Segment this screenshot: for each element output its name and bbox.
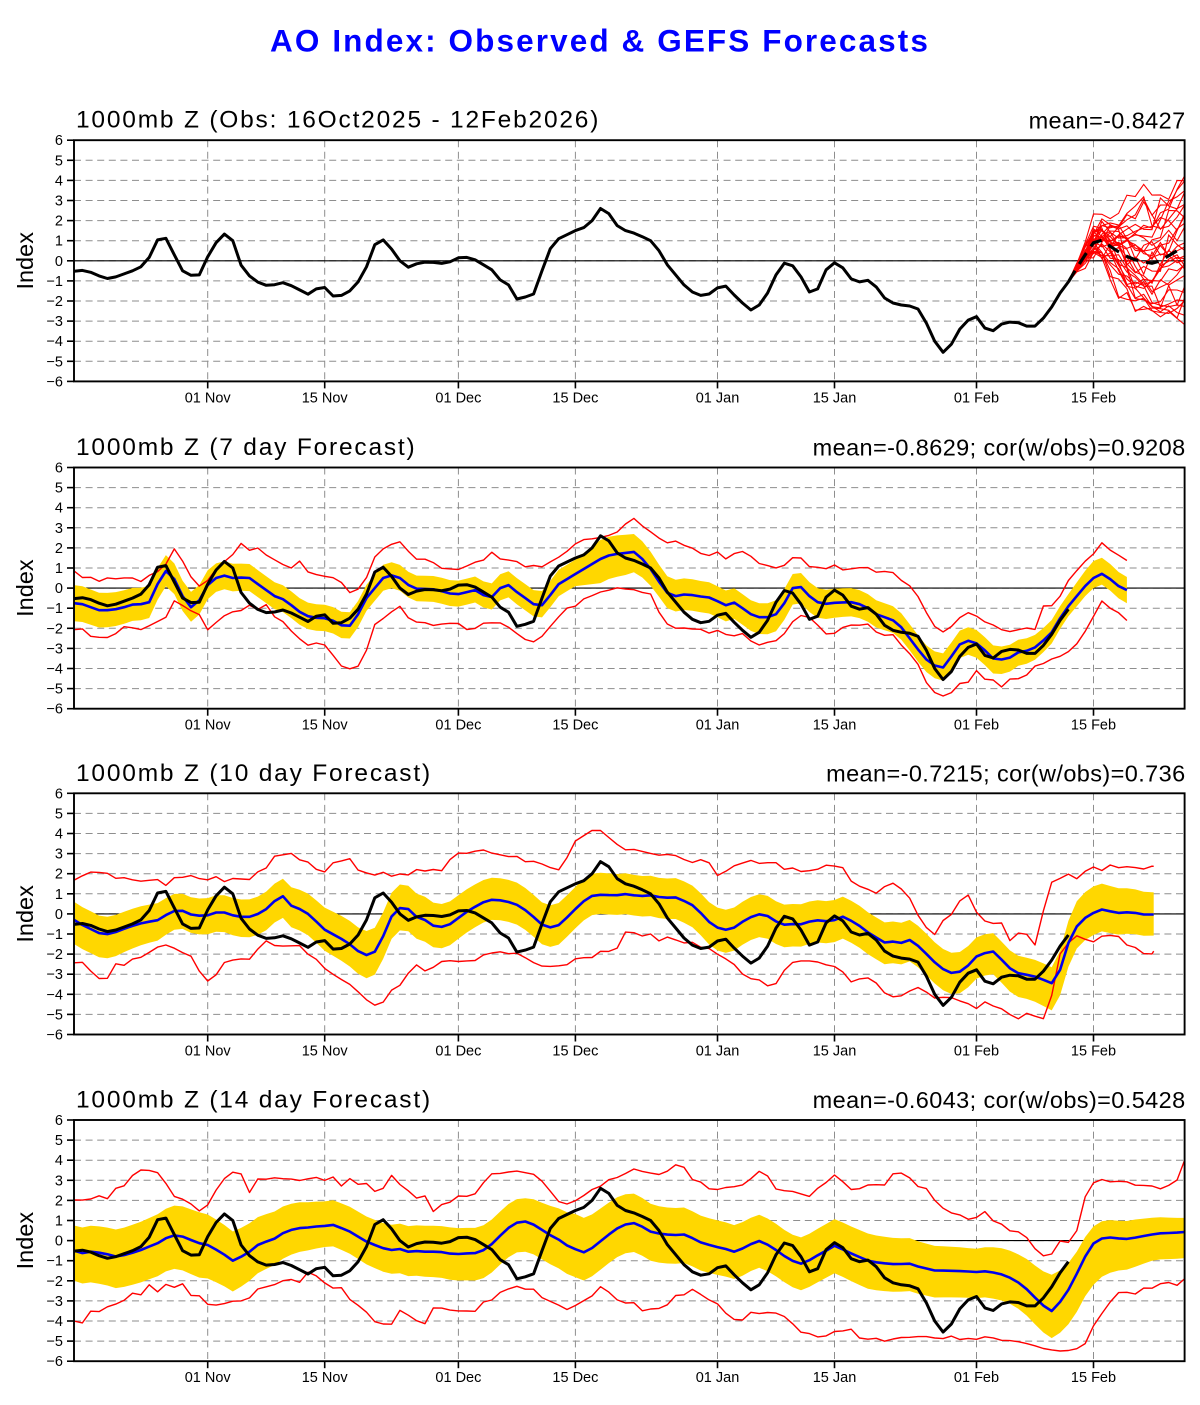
svg-text:15 Dec: 15 Dec	[552, 718, 598, 734]
svg-text:4: 4	[55, 173, 63, 189]
svg-text:5: 5	[55, 806, 63, 822]
svg-text:3: 3	[55, 1173, 63, 1189]
svg-text:−1: −1	[46, 601, 63, 617]
svg-text:01 Nov: 01 Nov	[185, 390, 232, 406]
svg-text:1: 1	[55, 1214, 63, 1230]
svg-text:−3: −3	[46, 314, 63, 330]
svg-text:5: 5	[55, 1133, 63, 1149]
svg-text:1000mb Z (14 day Forecast): 1000mb Z (14 day Forecast)	[76, 1087, 432, 1114]
svg-text:AO Index: Observed & GEFS Fore: AO Index: Observed & GEFS Forecasts	[270, 23, 930, 59]
svg-text:4: 4	[55, 1153, 63, 1169]
svg-text:15 Feb: 15 Feb	[1071, 1370, 1116, 1386]
svg-text:1000mb Z (Obs: 16Oct2025 - 12F: 1000mb Z (Obs: 16Oct2025 - 12Feb2026)	[76, 107, 600, 134]
svg-text:01 Feb: 01 Feb	[954, 718, 999, 734]
svg-text:−5: −5	[46, 1007, 63, 1023]
svg-text:15 Dec: 15 Dec	[552, 390, 598, 406]
svg-text:01 Feb: 01 Feb	[954, 1044, 999, 1060]
svg-text:0: 0	[55, 254, 63, 270]
svg-text:15 Nov: 15 Nov	[302, 718, 349, 734]
svg-text:0: 0	[55, 907, 63, 923]
svg-text:Index: Index	[12, 559, 38, 617]
svg-text:−5: −5	[46, 682, 63, 698]
svg-text:2: 2	[55, 541, 63, 557]
svg-text:6: 6	[55, 786, 63, 802]
svg-text:01 Feb: 01 Feb	[954, 390, 999, 406]
svg-text:−3: −3	[46, 967, 63, 983]
svg-text:15 Nov: 15 Nov	[302, 1044, 349, 1060]
svg-text:−2: −2	[46, 1274, 63, 1290]
svg-text:−6: −6	[46, 1354, 63, 1370]
svg-text:01 Dec: 01 Dec	[435, 1370, 481, 1386]
svg-text:mean=-0.6043; cor(w/obs)=0.542: mean=-0.6043; cor(w/obs)=0.5428	[813, 1087, 1186, 1113]
svg-text:1000mb Z (7 day Forecast): 1000mb Z (7 day Forecast)	[76, 434, 416, 461]
svg-text:mean=-0.8427: mean=-0.8427	[1029, 107, 1186, 133]
svg-text:1000mb Z (10 day Forecast): 1000mb Z (10 day Forecast)	[76, 760, 432, 787]
svg-text:4: 4	[55, 827, 63, 843]
svg-text:01 Nov: 01 Nov	[185, 718, 232, 734]
svg-text:−6: −6	[46, 702, 63, 718]
svg-text:01 Dec: 01 Dec	[435, 390, 481, 406]
svg-text:5: 5	[55, 481, 63, 497]
svg-text:−2: −2	[46, 947, 63, 963]
svg-text:−5: −5	[46, 1334, 63, 1350]
svg-text:−6: −6	[46, 374, 63, 390]
svg-text:3: 3	[55, 847, 63, 863]
svg-text:1: 1	[55, 887, 63, 903]
svg-text:01 Nov: 01 Nov	[185, 1370, 232, 1386]
svg-text:Index: Index	[12, 885, 38, 943]
svg-text:15 Jan: 15 Jan	[813, 1370, 857, 1386]
svg-text:mean=-0.7215; cor(w/obs)=0.736: mean=-0.7215; cor(w/obs)=0.736	[826, 761, 1186, 787]
svg-text:15 Nov: 15 Nov	[302, 1370, 349, 1386]
svg-text:−2: −2	[46, 294, 63, 310]
svg-text:01 Jan: 01 Jan	[696, 1044, 740, 1060]
svg-text:6: 6	[55, 461, 63, 477]
svg-text:01 Jan: 01 Jan	[696, 1370, 740, 1386]
svg-text:01 Nov: 01 Nov	[185, 1044, 232, 1060]
svg-text:6: 6	[55, 133, 63, 149]
svg-text:15 Jan: 15 Jan	[813, 1044, 857, 1060]
svg-text:15 Jan: 15 Jan	[813, 390, 857, 406]
svg-text:mean=-0.8629; cor(w/obs)=0.920: mean=-0.8629; cor(w/obs)=0.9208	[813, 435, 1186, 461]
svg-text:−3: −3	[46, 1294, 63, 1310]
svg-text:01 Feb: 01 Feb	[954, 1370, 999, 1386]
svg-text:2: 2	[55, 214, 63, 230]
svg-text:Index: Index	[12, 1212, 38, 1270]
svg-text:15 Nov: 15 Nov	[302, 390, 349, 406]
svg-text:−3: −3	[46, 641, 63, 657]
svg-text:2: 2	[55, 1193, 63, 1209]
svg-text:15 Dec: 15 Dec	[552, 1044, 598, 1060]
svg-text:01 Jan: 01 Jan	[696, 390, 740, 406]
svg-text:01 Jan: 01 Jan	[696, 718, 740, 734]
svg-text:15 Feb: 15 Feb	[1071, 390, 1116, 406]
svg-text:−1: −1	[46, 927, 63, 943]
svg-text:6: 6	[55, 1113, 63, 1129]
svg-text:0: 0	[55, 1234, 63, 1250]
svg-text:Index: Index	[12, 232, 38, 290]
svg-text:2: 2	[55, 867, 63, 883]
svg-text:3: 3	[55, 194, 63, 210]
svg-text:01 Dec: 01 Dec	[435, 1044, 481, 1060]
svg-text:15 Feb: 15 Feb	[1071, 718, 1116, 734]
svg-text:4: 4	[55, 501, 63, 517]
svg-text:−1: −1	[46, 1254, 63, 1270]
svg-text:5: 5	[55, 153, 63, 169]
svg-text:−6: −6	[46, 1028, 63, 1044]
svg-text:−4: −4	[46, 1314, 63, 1330]
svg-text:0: 0	[55, 581, 63, 597]
svg-text:−4: −4	[46, 987, 63, 1003]
svg-text:3: 3	[55, 521, 63, 537]
svg-text:−1: −1	[46, 274, 63, 290]
svg-text:−4: −4	[46, 334, 63, 350]
svg-text:−2: −2	[46, 621, 63, 637]
svg-text:−4: −4	[46, 662, 63, 678]
svg-text:15 Jan: 15 Jan	[813, 718, 857, 734]
svg-text:15 Dec: 15 Dec	[552, 1370, 598, 1386]
svg-text:1: 1	[55, 234, 63, 250]
svg-text:01 Dec: 01 Dec	[435, 718, 481, 734]
svg-text:15 Feb: 15 Feb	[1071, 1044, 1116, 1060]
svg-text:−5: −5	[46, 354, 63, 370]
svg-text:1: 1	[55, 561, 63, 577]
